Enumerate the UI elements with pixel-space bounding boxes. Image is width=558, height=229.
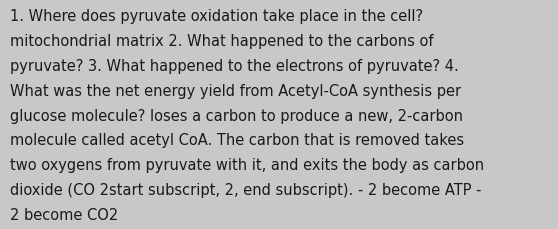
Text: 1. Where does pyruvate oxidation take place in the cell?: 1. Where does pyruvate oxidation take pl…	[10, 9, 423, 24]
Text: 2 become CO2: 2 become CO2	[10, 207, 118, 222]
Text: dioxide (CO 2start subscript, 2, end subscript). - 2 become ATP -: dioxide (CO 2start subscript, 2, end sub…	[10, 182, 482, 197]
Text: mitochondrial matrix 2. What happened to the carbons of: mitochondrial matrix 2. What happened to…	[10, 34, 434, 49]
Text: molecule called acetyl CoA. The carbon that is removed takes: molecule called acetyl CoA. The carbon t…	[10, 133, 464, 148]
Text: glucose molecule? loses a carbon to produce a new, 2-carbon: glucose molecule? loses a carbon to prod…	[10, 108, 463, 123]
Text: two oxygens from pyruvate with it, and exits the body as carbon: two oxygens from pyruvate with it, and e…	[10, 158, 484, 172]
Text: pyruvate? 3. What happened to the electrons of pyruvate? 4.: pyruvate? 3. What happened to the electr…	[10, 59, 459, 74]
Text: What was the net energy yield from Acetyl-CoA synthesis per: What was the net energy yield from Acety…	[10, 83, 461, 98]
